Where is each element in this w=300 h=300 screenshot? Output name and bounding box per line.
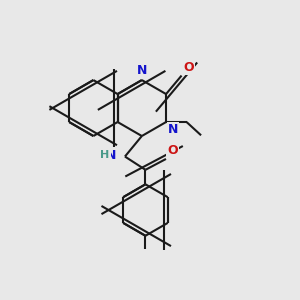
Text: N: N <box>136 64 147 77</box>
Text: N: N <box>106 148 117 162</box>
Text: N: N <box>167 124 178 136</box>
Text: O: O <box>183 61 194 74</box>
Text: O: O <box>167 145 178 158</box>
Text: H: H <box>100 150 109 160</box>
